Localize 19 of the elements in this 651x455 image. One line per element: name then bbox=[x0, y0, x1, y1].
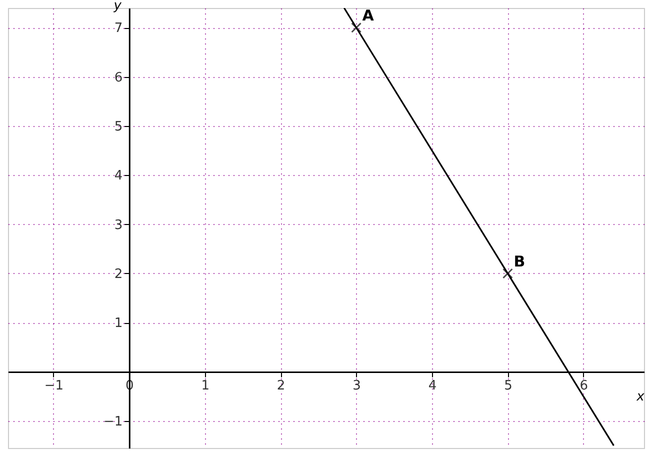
y-tick-label: 3 bbox=[114, 218, 123, 233]
y-tick-label: 1 bbox=[114, 316, 123, 332]
x-tick-label: 2 bbox=[276, 378, 286, 394]
x-tick-label: −1 bbox=[44, 378, 64, 394]
x-tick-label: 3 bbox=[352, 378, 361, 394]
y-tick-label: 6 bbox=[114, 70, 123, 86]
y-tick-label: 4 bbox=[114, 168, 123, 184]
annotation: B bbox=[514, 252, 526, 270]
y-axis-title: y bbox=[112, 0, 122, 14]
y-tick-label: −1 bbox=[103, 414, 123, 430]
y-tick-label: 5 bbox=[114, 119, 123, 134]
y-tick-label: 2 bbox=[114, 266, 123, 282]
annotation: A bbox=[362, 6, 374, 25]
y-tick-label: 7 bbox=[114, 21, 123, 36]
x-tick-label: 1 bbox=[201, 378, 210, 394]
x-axis-title: x bbox=[636, 389, 645, 404]
x-tick-label: 4 bbox=[428, 378, 437, 394]
x-tick-label: 5 bbox=[504, 378, 512, 394]
x-tick-label: 6 bbox=[580, 378, 588, 394]
